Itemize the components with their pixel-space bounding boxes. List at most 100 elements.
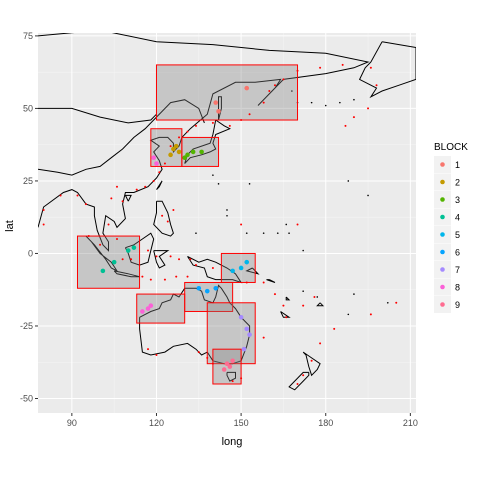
y-tick-label: 75 <box>23 31 33 41</box>
point-block-6 <box>204 288 210 294</box>
islet <box>302 249 304 252</box>
occurrence-mark <box>115 185 118 188</box>
point-block-3 <box>185 152 190 158</box>
coastline <box>266 279 276 283</box>
legend-swatch-8 <box>440 284 445 290</box>
coastline <box>156 180 163 190</box>
coastline <box>285 296 291 301</box>
coastline <box>184 119 231 164</box>
coastline <box>124 194 132 202</box>
islet <box>195 232 197 234</box>
point-block-7 <box>247 332 252 337</box>
point-block-8 <box>140 309 145 314</box>
occurrence-mark <box>262 281 265 284</box>
point-block-3 <box>190 149 196 155</box>
x-axis: 90 120 150 180 210 <box>67 413 418 428</box>
islet <box>353 293 355 295</box>
legend-label: 6 <box>455 248 460 258</box>
x-tick-label: 180 <box>318 418 333 428</box>
occurrence-mark <box>248 113 251 116</box>
occurrence-mark <box>262 101 265 104</box>
x-tick-label: 90 <box>67 418 77 428</box>
islet <box>288 232 290 234</box>
occurrence-mark <box>155 353 158 356</box>
occurrence-mark <box>144 185 147 188</box>
coastline <box>153 200 174 237</box>
islet <box>353 98 355 101</box>
legend-swatch-7 <box>440 267 445 272</box>
occurrence-mark <box>161 214 164 217</box>
y-tick-label: 0 <box>28 248 33 258</box>
occurrence-mark <box>245 281 248 284</box>
coastline <box>38 107 157 124</box>
occurrence-mark <box>121 258 124 261</box>
occurrence-mark <box>178 258 181 261</box>
legend-swatch-6 <box>440 249 445 255</box>
block-rectangles <box>76 64 299 385</box>
occurrence-mark <box>206 356 209 359</box>
y-axis: -50 -25 0 25 50 75 <box>20 31 38 403</box>
occurrence-mark <box>296 69 299 72</box>
occurrence-mark <box>211 362 214 365</box>
occurrence-mark <box>59 194 62 197</box>
point-block-6 <box>196 285 202 291</box>
islet <box>245 232 248 234</box>
occurrence-mark <box>367 107 370 110</box>
point-block-4 <box>100 268 106 274</box>
coastline <box>187 255 243 284</box>
point-block-5 <box>238 265 244 271</box>
legend-label: 8 <box>455 283 460 293</box>
occurrence-mark <box>130 258 133 261</box>
occurrence-mark <box>344 124 347 127</box>
occurrence-mark <box>169 145 172 148</box>
occurrence-mark <box>341 63 344 66</box>
occurrence-mark <box>296 223 299 226</box>
occurrence-mark <box>141 275 144 278</box>
islet <box>226 214 228 217</box>
occurrence-mark <box>369 66 372 69</box>
coastline <box>288 371 310 391</box>
occurrence-mark <box>375 84 378 87</box>
y-axis-title: lat <box>4 220 16 232</box>
block-rect-7 <box>206 302 256 365</box>
occurrence-mark <box>115 237 118 240</box>
legend-swatch-9 <box>440 302 445 307</box>
x-axis-title: long <box>222 436 243 448</box>
point-block-3 <box>182 155 187 161</box>
occurrence-mark <box>240 223 243 226</box>
point-block-7 <box>241 346 247 352</box>
legend-label: 3 <box>455 195 460 205</box>
legend-label: 4 <box>455 213 460 223</box>
occurrence-mark <box>163 278 166 281</box>
point-block-2 <box>176 149 182 155</box>
occurrence-mark <box>194 264 197 267</box>
occurrence-mark <box>333 327 336 330</box>
point-block-2 <box>168 152 173 158</box>
x-tick-label: 120 <box>149 418 164 428</box>
y-tick-label: -50 <box>20 393 33 403</box>
occurrence-mark <box>42 208 45 211</box>
occurrence-mark <box>273 293 276 296</box>
coastline <box>139 284 251 365</box>
occurrence-mark <box>296 382 299 385</box>
occurrence-mark <box>319 342 322 345</box>
block-rect-8 <box>136 293 186 324</box>
point-block-6 <box>213 285 219 291</box>
occurrence-mark <box>319 66 322 69</box>
coastline <box>85 235 119 273</box>
coastline <box>113 270 140 278</box>
islet <box>226 209 228 211</box>
occurrence-mark <box>369 313 372 316</box>
legend-label: 2 <box>455 178 460 188</box>
data-points <box>42 63 398 385</box>
occurrence-mark <box>282 304 285 307</box>
occurrence-mark <box>175 275 178 278</box>
occurrence-mark <box>240 119 243 122</box>
occurrence-mark <box>186 275 189 278</box>
occurrence-mark <box>211 121 214 124</box>
islet <box>324 104 327 107</box>
coastline <box>38 99 205 176</box>
occurrence-mark <box>147 249 150 252</box>
occurrence-mark <box>197 351 200 354</box>
occurrence-mark <box>262 336 265 339</box>
